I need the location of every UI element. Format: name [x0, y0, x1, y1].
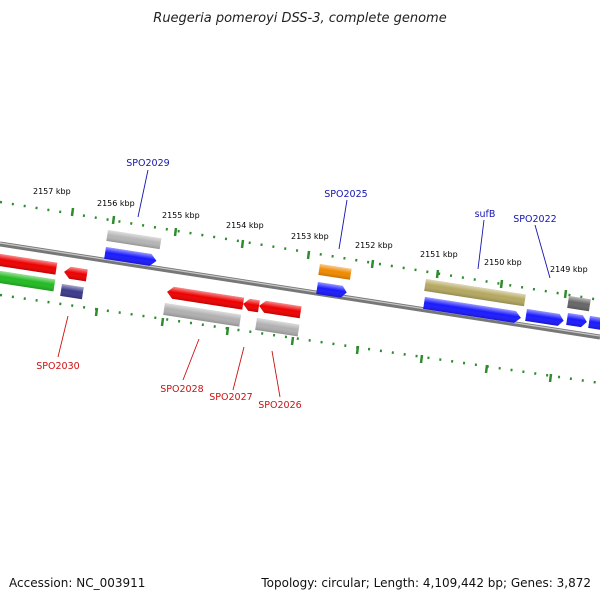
- minor-tick: [355, 345, 360, 355]
- label-leader: [137, 169, 149, 218]
- label-leader: [57, 315, 69, 358]
- inner-tick-ring: [0, 293, 600, 385]
- minor-tick: [290, 336, 295, 346]
- gene-label-spo2028: SPO2028: [160, 384, 203, 395]
- outer-tick-track: [0, 200, 600, 302]
- gene-label-spo2027: SPO2027: [209, 392, 252, 403]
- minor-tick: [419, 354, 424, 364]
- major-tick: [70, 207, 75, 217]
- gene-arrow: [167, 286, 245, 310]
- outer-tick-ring: [0, 200, 600, 302]
- gene-arrow: [104, 247, 157, 266]
- gene-arrow: [0, 253, 58, 275]
- label-leader: [338, 199, 348, 250]
- minor-tick: [484, 364, 489, 374]
- gene-label-spo2030: SPO2030: [36, 361, 79, 372]
- tick-label: 2154 kbp: [226, 221, 264, 230]
- major-tick: [111, 215, 116, 225]
- gene-arrow: [243, 298, 260, 313]
- gene-arrow: [566, 313, 587, 328]
- tick-label: 2153 kbp: [291, 232, 329, 241]
- minor-tick: [225, 326, 230, 336]
- feature-block: [60, 284, 84, 300]
- feature-block: [318, 264, 352, 280]
- gene-label-spo2025: SPO2025: [324, 189, 367, 200]
- gene-label-spo2026: SPO2026: [258, 400, 301, 411]
- label-leader: [271, 350, 281, 398]
- gene-arrow: [423, 297, 521, 323]
- gene-label-spo2022: SPO2022: [513, 214, 556, 225]
- feature-block: [0, 270, 56, 292]
- gene-arrow: [64, 266, 88, 282]
- feature-block: [424, 279, 526, 307]
- inner-tick-track: [0, 293, 600, 385]
- gene-arrow: [259, 300, 302, 319]
- tick-label: 2156 kbp: [97, 199, 135, 208]
- major-tick: [240, 239, 245, 249]
- genome-summary-text: Topology: circular; Length: 4,109,442 bp…: [261, 576, 591, 590]
- feature-block: [163, 303, 242, 327]
- label-leader: [232, 346, 245, 391]
- accession-text: Accession: NC_003911: [9, 576, 146, 590]
- forward-strand: [104, 247, 600, 331]
- reverse-labels: SPO2030 SPO2028 SPO2027 SPO2026: [36, 315, 302, 411]
- forward-labels: SPO2029 SPO2025 sufB SPO2022: [126, 158, 557, 279]
- label-leader: [477, 219, 485, 270]
- tick-label: 2155 kbp: [162, 211, 200, 220]
- feature-block: [255, 318, 300, 337]
- tick-label: 2157 kbp: [33, 187, 71, 196]
- major-tick: [173, 227, 178, 237]
- gene-arrow: [525, 309, 564, 326]
- minor-tick: [94, 307, 99, 317]
- tick-label: 2151 kbp: [420, 250, 458, 259]
- feature-block: [567, 296, 591, 312]
- major-tick: [306, 250, 311, 260]
- major-tick: [563, 289, 568, 299]
- inner-feature-ring: [0, 270, 300, 337]
- map-title: Ruegeria pomeroyi DSS-3, complete genome: [153, 11, 446, 26]
- tick-label: 2150 kbp: [484, 258, 522, 267]
- feature-block: [106, 230, 162, 250]
- tick-label: 2149 kbp: [550, 265, 588, 274]
- reverse-strand: [0, 253, 302, 319]
- gene-arrow: [588, 316, 600, 331]
- gene-arrow: [316, 282, 347, 298]
- outer-feature-ring: [106, 230, 591, 312]
- minor-tick: [548, 373, 553, 383]
- tick-label: 2152 kbp: [355, 241, 393, 250]
- label-leader: [182, 338, 200, 381]
- major-tick: [370, 259, 375, 269]
- gene-label-spo2029: SPO2029: [126, 158, 169, 169]
- major-tick: [499, 279, 504, 289]
- gene-label-sufb: sufB: [475, 209, 496, 220]
- major-tick: [435, 269, 440, 279]
- minor-tick: [160, 317, 165, 327]
- label-leader: [534, 224, 551, 279]
- tick-labels: 2157 kbp 2156 kbp 2155 kbp 2154 kbp 2153…: [33, 187, 588, 274]
